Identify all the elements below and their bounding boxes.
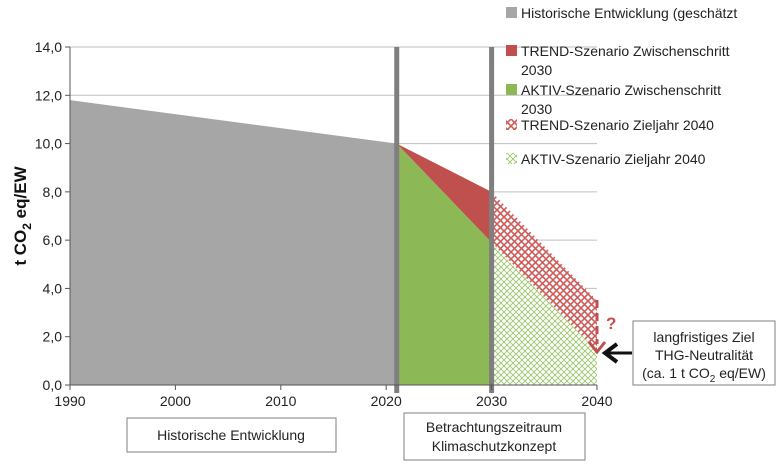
period-box-concept-line1: Betrachtungszeitraum <box>426 419 562 435</box>
legend-label: AKTIV-Szenario Zieljahr 2040 <box>521 151 706 167</box>
x-tick-label: 2000 <box>160 393 191 409</box>
target-box: langfristiges Ziel THG-Neutralität (ca. … <box>632 320 776 386</box>
legend-label: TREND-Szenario Zwischenschritt <box>521 43 730 59</box>
y-tick-label: 0,0 <box>43 377 63 393</box>
x-tick-label: 2020 <box>371 393 402 409</box>
y-tick-label: 2,0 <box>43 329 63 345</box>
x-tick-label: 2040 <box>581 393 612 409</box>
x-tick-label: 2010 <box>265 393 296 409</box>
question-mark-annotation: ? <box>606 314 616 333</box>
x-tick-label: 2030 <box>476 393 507 409</box>
area-aktiv-2040 <box>491 242 597 385</box>
legend-label-cont: 2030 <box>521 101 552 117</box>
target-arrow <box>601 342 632 364</box>
y-tick-labels: 0,0 2,0 4,0 6,0 8,0 10,0 12,0 14,0 <box>35 39 70 393</box>
period-box-concept: Betrachtungszeitraum Klimaschutzkonzept <box>403 412 586 461</box>
legend-swatch <box>506 7 517 18</box>
x-tick-label: 1990 <box>54 393 85 409</box>
trend-gap-arrow <box>587 300 607 355</box>
area-aktiv-2030 <box>396 143 492 385</box>
period-dividers <box>394 47 495 393</box>
y-tick-label: 14,0 <box>35 39 62 55</box>
y-tick-label: 12,0 <box>35 87 62 103</box>
legend-label: Historische Entwicklung (geschätzt <box>521 5 737 21</box>
legend-label: TREND-Szenario Zieljahr 2040 <box>521 117 714 133</box>
y-tick-label: 8,0 <box>43 184 63 200</box>
target-box-line1: langfristiges Ziel <box>653 329 754 345</box>
target-box-line2: THG-Neutralität <box>655 347 753 363</box>
y-axis-label: t CO2 eq/EW <box>11 165 34 265</box>
data-areas <box>70 100 597 385</box>
x-tick-labels: 1990 2000 2010 2020 2030 2040 <box>54 385 613 409</box>
legend-label: AKTIV-Szenario Zwischenschritt <box>521 82 721 98</box>
legend: Historische Entwicklung (geschätzt TREND-… <box>506 5 737 167</box>
target-box-line3: (ca. 1 t CO2 eq/EW) <box>642 365 766 385</box>
legend-swatch <box>506 153 517 164</box>
y-tick-label: 6,0 <box>43 232 63 248</box>
legend-swatch <box>506 45 517 56</box>
area-trend-2030 <box>396 143 492 243</box>
y-tick-label: 4,0 <box>43 280 63 296</box>
legend-label-cont: 2030 <box>521 62 552 78</box>
period-box-concept-line2: Klimaschutzkonzept <box>432 438 557 454</box>
y-tick-label: 10,0 <box>35 136 62 152</box>
legend-swatch <box>506 84 517 95</box>
legend-swatch <box>506 119 517 130</box>
area-historic <box>70 100 397 385</box>
period-box-historic: Historische Entwicklung <box>126 417 337 453</box>
area-trend-2040 <box>491 191 597 352</box>
period-box-historic-label: Historische Entwicklung <box>157 427 305 443</box>
axes <box>69 47 597 386</box>
